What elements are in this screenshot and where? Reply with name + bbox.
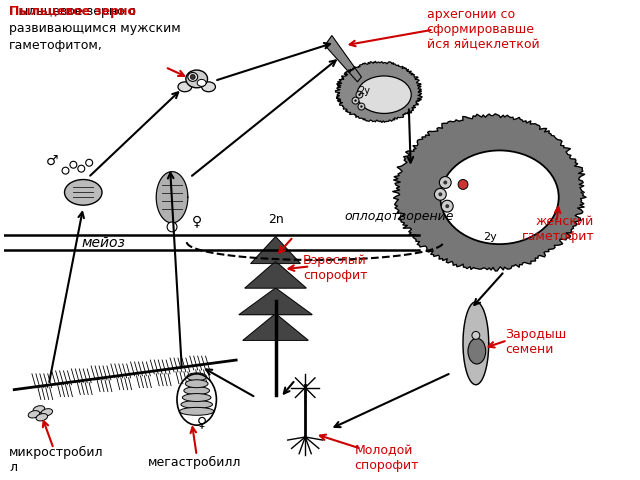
Ellipse shape	[440, 150, 559, 244]
Text: Пыльцевое зерно: Пыльцевое зерно	[9, 5, 136, 18]
Ellipse shape	[357, 76, 412, 113]
Circle shape	[442, 200, 453, 212]
Polygon shape	[245, 262, 306, 288]
Text: ♀: ♀	[196, 415, 207, 429]
Circle shape	[167, 222, 177, 232]
Text: мегастробилл: мегастробилл	[147, 456, 241, 469]
Polygon shape	[243, 314, 308, 340]
Text: Пыльцевое зерно с
развивающимся мужским
гаметофитом,: Пыльцевое зерно с развивающимся мужским …	[9, 5, 181, 52]
Text: 2y: 2y	[483, 232, 497, 242]
Ellipse shape	[186, 70, 207, 88]
Circle shape	[360, 105, 363, 108]
Polygon shape	[239, 288, 312, 315]
Circle shape	[78, 165, 84, 172]
Polygon shape	[463, 302, 489, 384]
Circle shape	[356, 91, 363, 98]
Circle shape	[439, 177, 451, 189]
Polygon shape	[156, 172, 188, 223]
Ellipse shape	[179, 408, 214, 415]
Ellipse shape	[202, 82, 216, 92]
Circle shape	[358, 94, 361, 96]
Circle shape	[62, 167, 69, 174]
Polygon shape	[325, 36, 362, 82]
Circle shape	[472, 331, 480, 339]
Text: Молодой
спорофит: Молодой спорофит	[355, 444, 419, 472]
Text: ♂: ♂	[45, 154, 58, 168]
Ellipse shape	[184, 387, 209, 395]
Circle shape	[70, 161, 77, 168]
Circle shape	[355, 99, 356, 102]
Text: Зародыш
семени: Зародыш семени	[506, 328, 566, 357]
Ellipse shape	[186, 380, 208, 388]
Circle shape	[444, 180, 447, 184]
Circle shape	[458, 180, 468, 190]
Ellipse shape	[65, 180, 102, 205]
Text: женский
гаметофит: женский гаметофит	[522, 215, 594, 243]
Text: микростробил
л: микростробил л	[9, 446, 104, 474]
Ellipse shape	[188, 72, 198, 82]
Ellipse shape	[187, 373, 207, 381]
Polygon shape	[393, 114, 586, 271]
Polygon shape	[251, 237, 300, 264]
Ellipse shape	[468, 338, 486, 364]
Text: Взрослый
спорофит: Взрослый спорофит	[303, 254, 368, 283]
Ellipse shape	[178, 82, 192, 92]
Ellipse shape	[197, 79, 206, 86]
Ellipse shape	[33, 406, 45, 413]
Text: ♀: ♀	[191, 214, 202, 228]
Circle shape	[86, 159, 93, 166]
Ellipse shape	[36, 414, 47, 421]
Circle shape	[438, 192, 442, 196]
Ellipse shape	[181, 400, 212, 408]
Circle shape	[190, 74, 195, 79]
Text: 2n: 2n	[268, 213, 284, 226]
Text: мейоз: мейоз	[81, 236, 125, 250]
Polygon shape	[335, 61, 422, 122]
Circle shape	[358, 103, 365, 110]
Circle shape	[445, 204, 449, 208]
Text: архегонии со
сформировавше
йся яйцеклеткой: архегонии со сформировавше йся яйцеклетк…	[426, 8, 539, 51]
Ellipse shape	[182, 394, 211, 401]
Ellipse shape	[41, 408, 52, 416]
Text: 2y: 2y	[358, 86, 371, 96]
Circle shape	[352, 97, 359, 104]
Ellipse shape	[28, 410, 40, 418]
Circle shape	[435, 189, 446, 200]
Text: оплодотворение: оплодотворение	[344, 210, 454, 223]
